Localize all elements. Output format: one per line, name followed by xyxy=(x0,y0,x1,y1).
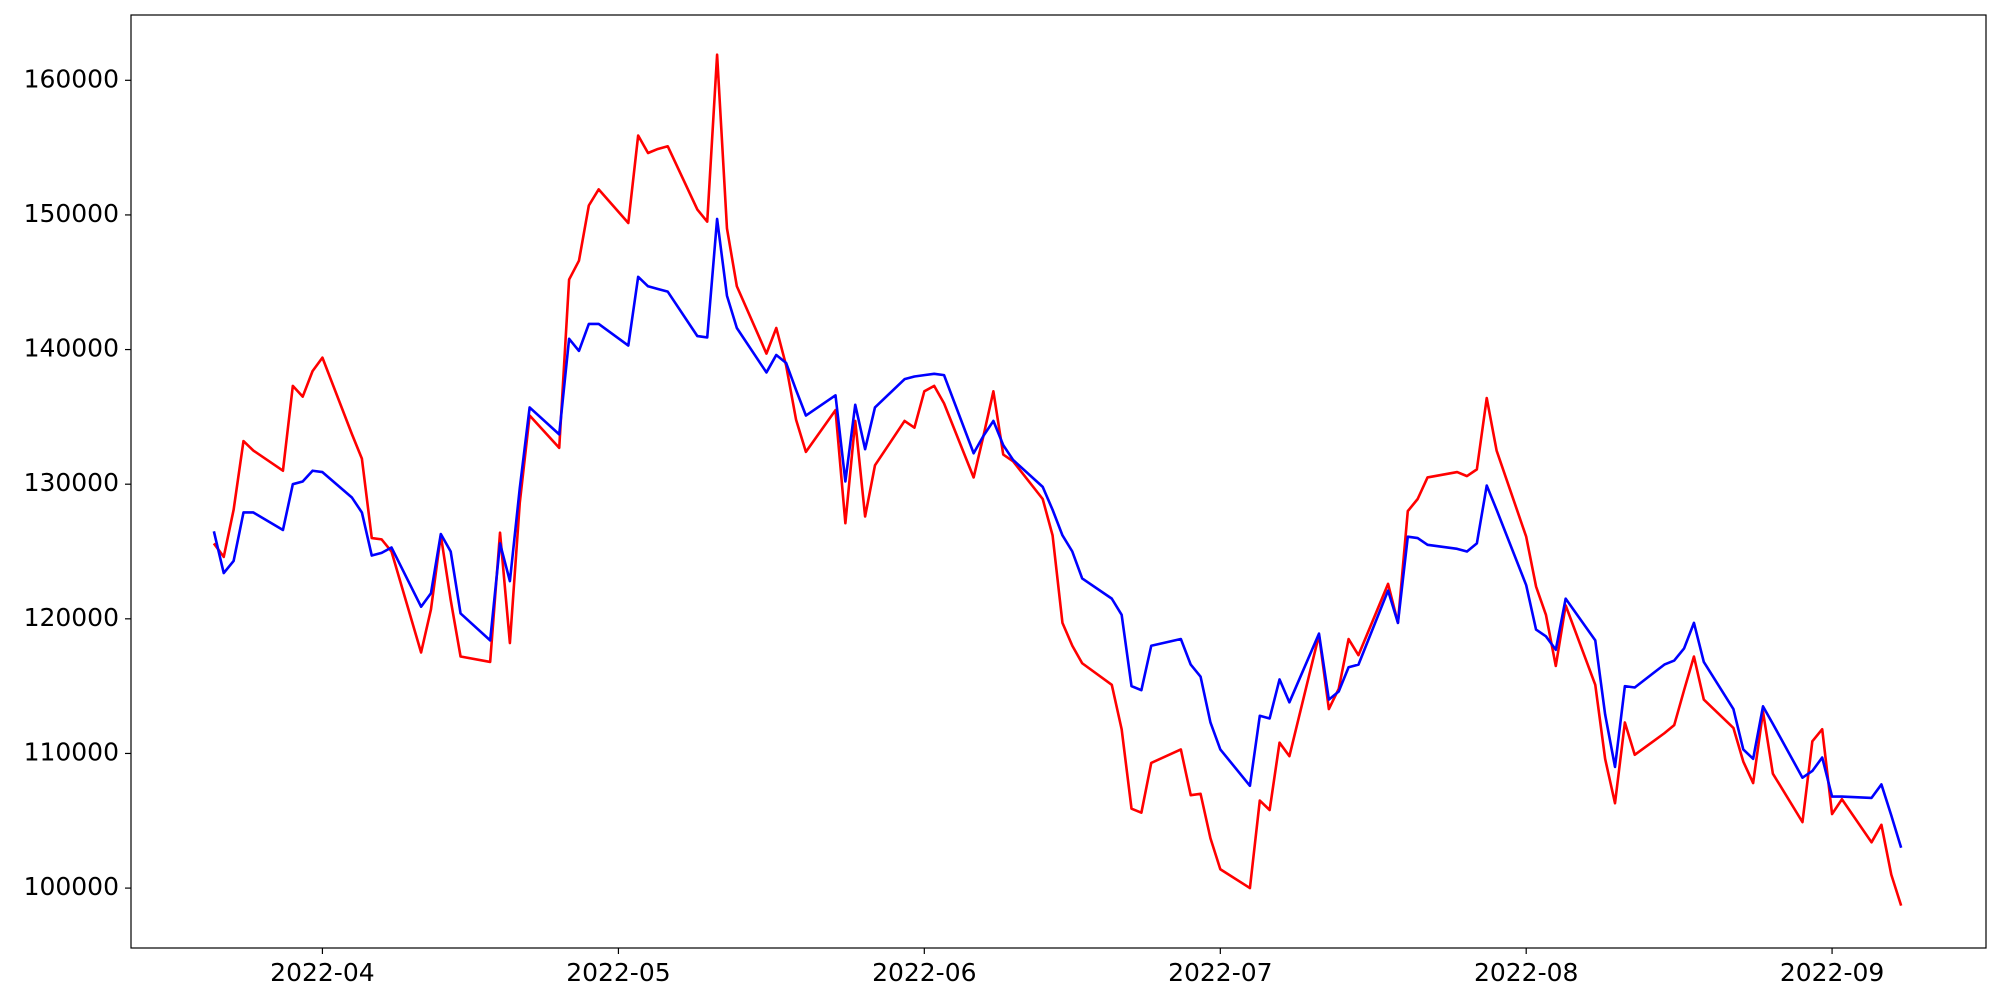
y-tick-label: 160000 xyxy=(24,64,119,93)
y-tick-label: 130000 xyxy=(24,468,119,497)
y-tick-label: 110000 xyxy=(24,737,119,766)
x-tick-label: 2022-06 xyxy=(872,958,976,987)
x-tick-label: 2022-04 xyxy=(270,958,374,987)
x-tick-label: 2022-07 xyxy=(1168,958,1272,987)
series-line xyxy=(212,217,1903,849)
y-tick-label: 100000 xyxy=(24,872,119,901)
plot-frame xyxy=(130,14,1987,949)
y-tick-label: 150000 xyxy=(24,199,119,228)
y-tick-label: 140000 xyxy=(24,334,119,363)
y-tick-label: 120000 xyxy=(24,603,119,632)
x-tick-label: 2022-09 xyxy=(1780,958,1884,987)
series-line xyxy=(212,53,1903,906)
x-tick-label: 2022-08 xyxy=(1474,958,1578,987)
x-tick-label: 2022-05 xyxy=(566,958,670,987)
